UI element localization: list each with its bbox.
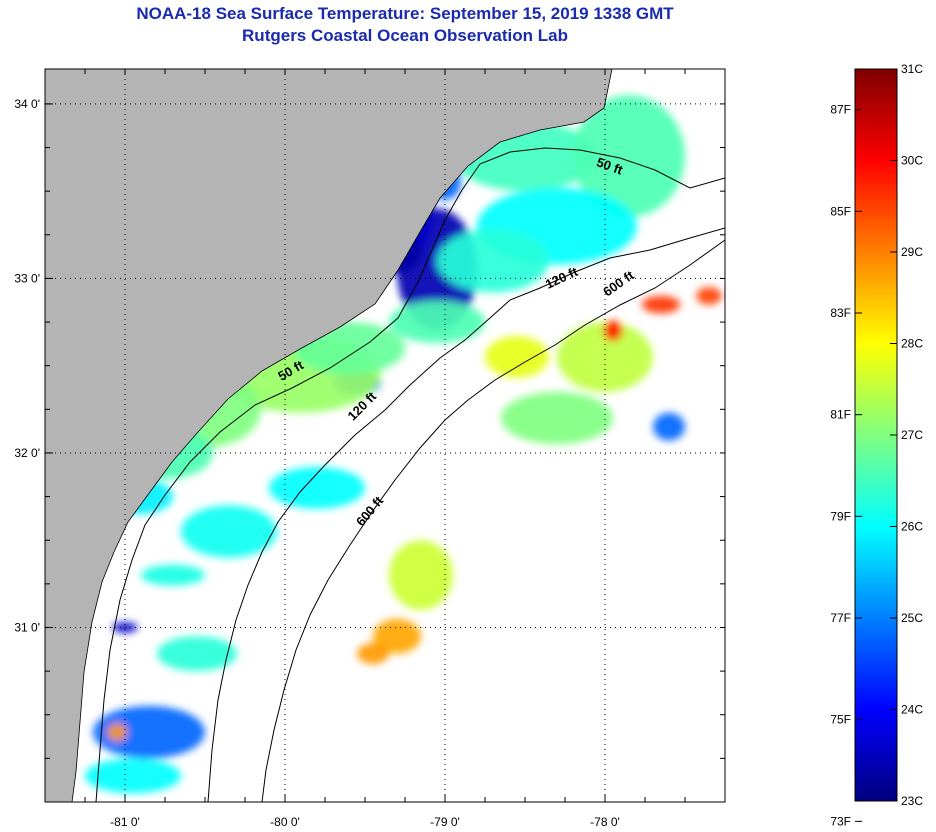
isobath-50ft	[95, 147, 725, 802]
map-subtitle: Rutgers Coastal Ocean Observation Lab	[242, 26, 568, 45]
colorbar-c-label: 29C	[901, 245, 923, 259]
lat-tick-label: 34 0'	[14, 97, 40, 111]
lat-tick-label: 31 0'	[14, 620, 40, 634]
colorbar-c-label: 28C	[901, 337, 923, 351]
sst-patch	[696, 287, 722, 305]
sst-patch	[107, 723, 127, 741]
sst-patch	[389, 301, 485, 344]
colorbar-f-label: 75F	[830, 713, 851, 727]
sst-patch	[603, 320, 623, 342]
lon-tick-label: -79 0'	[430, 815, 460, 829]
sst-patch	[641, 295, 681, 314]
sst-patch	[85, 758, 181, 794]
map-title: NOAA-18 Sea Surface Temperature: Septemb…	[136, 4, 674, 23]
colorbar: 31C 30C 29C 28C 27C 26C 25C 24C 23C 87F 85F 83F 81F 7…	[830, 62, 923, 828]
sst-patch	[485, 336, 549, 378]
colorbar-f-label: 83F	[830, 306, 851, 320]
colorbar-c-label: 26C	[901, 520, 923, 534]
colorbar-c-label: 24C	[901, 703, 923, 717]
sst-patch	[181, 505, 277, 558]
sst-patch	[389, 540, 453, 611]
sst-patch	[269, 466, 365, 509]
lon-tick-label: -81 0'	[110, 815, 140, 829]
map-frame	[44, 68, 726, 803]
colorbar-f-label: 77F	[830, 611, 851, 625]
sst-patch	[653, 412, 685, 441]
land-mass	[45, 69, 613, 802]
sst-patch	[357, 643, 389, 665]
lat-tick-label: 33 0'	[14, 271, 40, 285]
sst-patch	[437, 229, 549, 293]
sst-patch	[501, 391, 613, 445]
sst-patch	[573, 95, 685, 218]
sst-data-layer	[85, 95, 722, 794]
isobath-600ft	[261, 239, 725, 802]
lon-tick-label: -78 0'	[590, 815, 620, 829]
map-gridlines	[45, 69, 725, 802]
colorbar-c-label: 23C	[901, 794, 923, 808]
colorbar-c-label: 27C	[901, 428, 923, 442]
lon-tick-label: -80 0'	[270, 815, 300, 829]
colorbar-c-label: 31C	[901, 62, 923, 76]
colorbar-c-label: 25C	[901, 611, 923, 625]
map-axes: -81 0' -80 0' -79 0' -78 0' 34 0' 33 0' 32 0' 3…	[14, 69, 726, 829]
sst-patch	[557, 322, 653, 392]
colorbar-c-label: 30C	[901, 154, 923, 168]
sst-patch	[157, 636, 237, 672]
isobath-120ft	[207, 227, 725, 802]
colorbar-f-label: 79F	[830, 509, 851, 523]
sst-patch	[93, 706, 205, 759]
colorbar-ticks: 31C 30C 29C 28C 27C 26C 25C 24C 23C 87F 85F 83F 81F 7…	[830, 62, 923, 828]
colorbar-f-label: 81F	[830, 408, 851, 422]
sst-patch	[141, 564, 205, 586]
colorbar-f-label: 85F	[830, 204, 851, 218]
lat-tick-label: 32 0'	[14, 446, 40, 460]
colorbar-f-label: 87F	[830, 103, 851, 117]
colorbar-f-label: 73F	[830, 814, 851, 828]
